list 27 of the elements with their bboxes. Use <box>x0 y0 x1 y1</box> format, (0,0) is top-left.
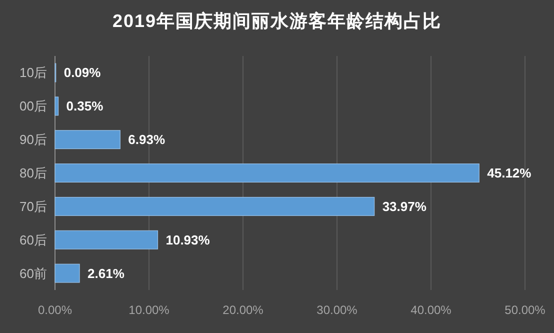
bar <box>54 164 480 182</box>
x-tick-label: 30.00% <box>316 303 358 317</box>
y-tick-label: 10后 <box>20 65 47 80</box>
y-tick-label: 00后 <box>20 98 47 114</box>
y-tick-label: 70后 <box>20 198 47 214</box>
bar <box>54 196 375 216</box>
y-tick-label: 60后 <box>20 232 47 248</box>
y-tick-label: 60前 <box>20 266 47 281</box>
x-tick-label: 0.00% <box>38 303 72 317</box>
data-label: 0.09% <box>64 65 102 80</box>
x-tick-label: 20.00% <box>222 303 264 317</box>
data-label: 6.93% <box>128 132 166 148</box>
bar <box>54 130 120 150</box>
y-tick-label: 80后 <box>20 166 47 180</box>
data-label: 0.35% <box>66 98 104 114</box>
data-label: 10.93% <box>166 232 210 248</box>
y-tick-label: 90后 <box>20 132 47 148</box>
x-tick-label: 50.00% <box>504 303 546 317</box>
data-label: 33.97% <box>382 198 427 214</box>
bar <box>54 230 158 250</box>
chart-title: 2019年国庆期间丽水游客年龄结构占比 <box>112 11 442 31</box>
data-label: 45.12% <box>487 166 532 180</box>
x-tick-label: 10.00% <box>128 303 170 317</box>
bar <box>54 264 80 283</box>
bar <box>54 96 59 116</box>
x-tick-label: 40.00% <box>410 303 452 317</box>
data-label: 2.61% <box>88 266 125 281</box>
